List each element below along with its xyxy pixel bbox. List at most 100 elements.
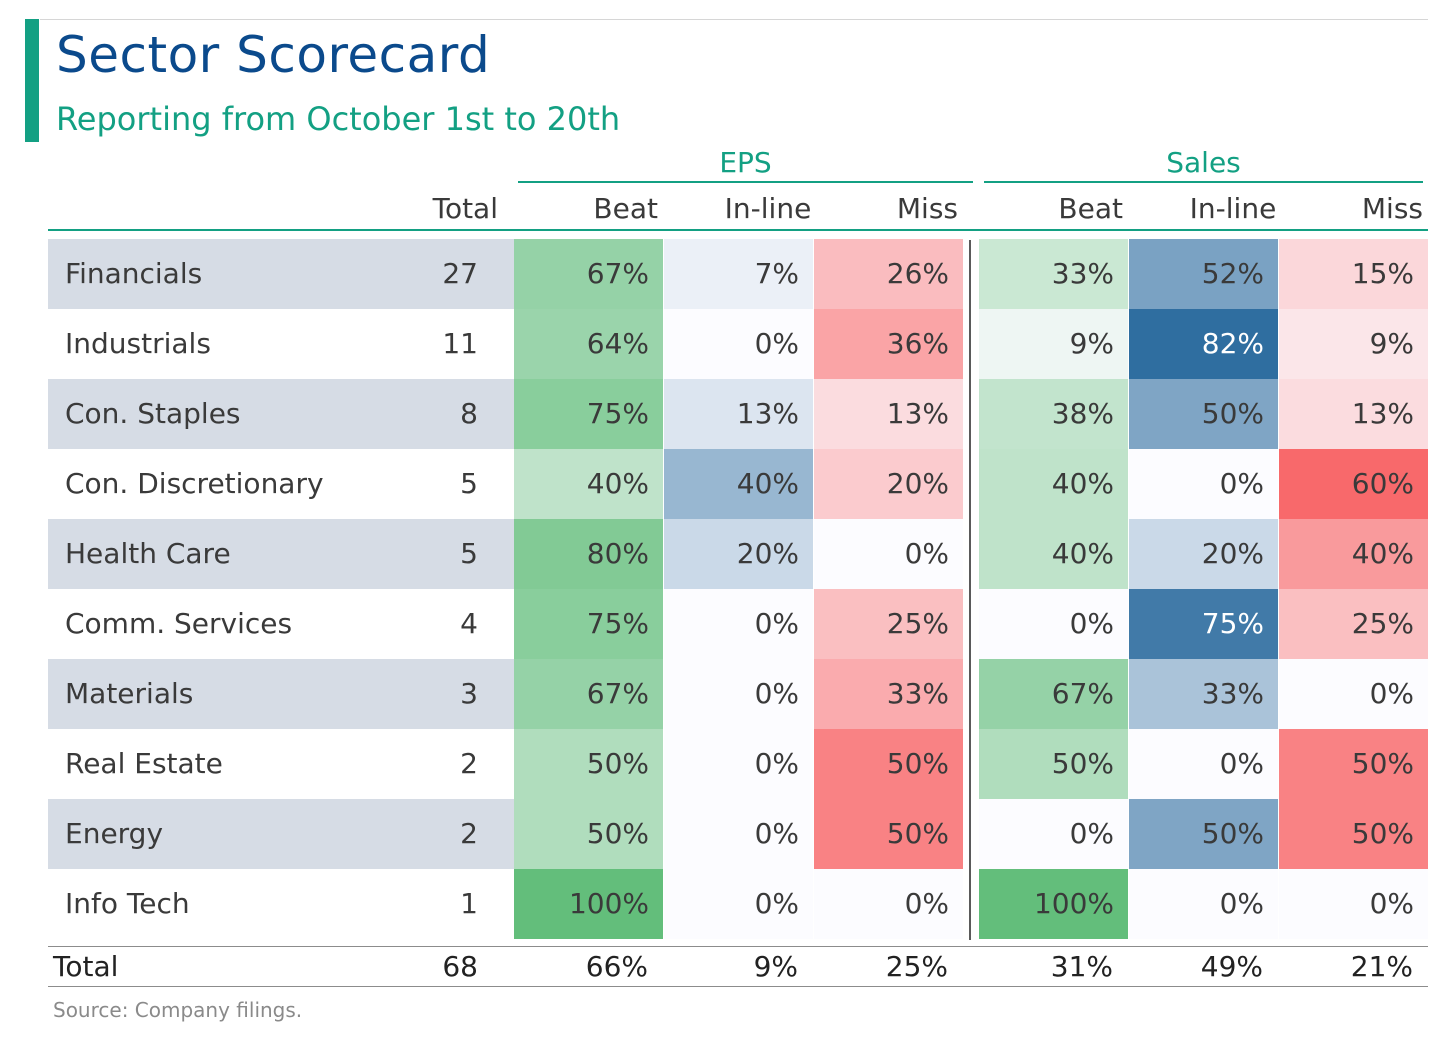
sector-label: Financials <box>65 257 203 290</box>
cell-eps-beat: 75% <box>514 379 663 449</box>
cell-eps-inline: 0% <box>664 589 813 659</box>
sector-total: 2 <box>460 747 478 780</box>
cell-sales-beat: 40% <box>979 519 1128 589</box>
cell-sales-inline: 82% <box>1129 309 1278 379</box>
cell-eps-miss: 36% <box>814 309 963 379</box>
cell-sales-inline: 0% <box>1129 449 1278 519</box>
total-row-label: Total <box>53 950 119 983</box>
page-title: Sector Scorecard <box>56 26 491 84</box>
sector-label: Info Tech <box>65 887 190 920</box>
cell-eps-beat: 67% <box>514 659 663 729</box>
cell-sales-inline: 75% <box>1129 589 1278 659</box>
sector-total: 3 <box>460 677 478 710</box>
cell-sales-beat: 0% <box>979 799 1128 869</box>
column-header-sales-miss: Miss <box>1361 192 1423 225</box>
cell-eps-beat: 50% <box>514 729 663 799</box>
total-eps-inline: 9% <box>753 950 798 983</box>
cell-sales-miss: 9% <box>1279 309 1428 379</box>
cell-eps-inline: 7% <box>664 239 813 309</box>
sector-total: 5 <box>460 467 478 500</box>
cell-eps-miss: 50% <box>814 799 963 869</box>
cell-sales-miss: 0% <box>1279 869 1428 939</box>
cell-eps-miss: 33% <box>814 659 963 729</box>
sector-label: Con. Discretionary <box>65 467 324 500</box>
cell-sales-miss: 50% <box>1279 729 1428 799</box>
cell-sales-miss: 50% <box>1279 799 1428 869</box>
cell-eps-beat: 100% <box>514 869 663 939</box>
sector-label: Con. Staples <box>65 397 241 430</box>
page-subtitle: Reporting from October 1st to 20th <box>56 100 621 138</box>
sector-total: 2 <box>460 817 478 850</box>
cell-sales-beat: 67% <box>979 659 1128 729</box>
total-rule-top <box>48 946 1428 947</box>
cell-sales-beat: 40% <box>979 449 1128 519</box>
cell-sales-miss: 15% <box>1279 239 1428 309</box>
group-divider <box>969 240 971 940</box>
cell-eps-inline: 40% <box>664 449 813 519</box>
accent-bar <box>25 19 39 142</box>
cell-sales-beat: 0% <box>979 589 1128 659</box>
cell-eps-inline: 0% <box>664 309 813 379</box>
cell-eps-miss: 26% <box>814 239 963 309</box>
cell-eps-inline: 0% <box>664 729 813 799</box>
sector-total: 8 <box>460 397 478 430</box>
cell-eps-beat: 50% <box>514 799 663 869</box>
cell-sales-inline: 50% <box>1129 799 1278 869</box>
cell-eps-inline: 0% <box>664 659 813 729</box>
header-rule <box>48 229 1428 231</box>
cell-sales-inline: 0% <box>1129 729 1278 799</box>
cell-eps-beat: 67% <box>514 239 663 309</box>
cell-sales-beat: 50% <box>979 729 1128 799</box>
cell-eps-miss: 50% <box>814 729 963 799</box>
total-sales-beat: 31% <box>1050 950 1113 983</box>
group-label-sales: Sales <box>1166 146 1241 179</box>
cell-sales-beat: 33% <box>979 239 1128 309</box>
cell-sales-miss: 0% <box>1279 659 1428 729</box>
sector-label: Comm. Services <box>65 607 293 640</box>
group-rule-eps <box>518 181 973 183</box>
cell-eps-miss: 20% <box>814 449 963 519</box>
sector-total: 4 <box>460 607 478 640</box>
sector-label: Health Care <box>65 537 231 570</box>
cell-sales-inline: 0% <box>1129 869 1278 939</box>
cell-sales-miss: 60% <box>1279 449 1428 519</box>
cell-sales-beat: 9% <box>979 309 1128 379</box>
cell-eps-beat: 64% <box>514 309 663 379</box>
sector-total: 5 <box>460 537 478 570</box>
column-header-eps-miss: Miss <box>896 192 958 225</box>
cell-eps-inline: 0% <box>664 869 813 939</box>
cell-sales-inline: 20% <box>1129 519 1278 589</box>
cell-eps-miss: 25% <box>814 589 963 659</box>
row-band <box>48 799 514 869</box>
sector-total: 1 <box>460 887 478 920</box>
cell-sales-miss: 40% <box>1279 519 1428 589</box>
cell-eps-inline: 0% <box>664 799 813 869</box>
top-rule <box>40 19 1428 20</box>
cell-eps-miss: 0% <box>814 869 963 939</box>
cell-eps-miss: 13% <box>814 379 963 449</box>
cell-sales-beat: 100% <box>979 869 1128 939</box>
cell-sales-miss: 13% <box>1279 379 1428 449</box>
sector-total: 27 <box>442 257 478 290</box>
sector-label: Materials <box>65 677 194 710</box>
total-eps-miss: 25% <box>885 950 948 983</box>
cell-eps-inline: 13% <box>664 379 813 449</box>
cell-sales-miss: 25% <box>1279 589 1428 659</box>
total-sales-miss: 21% <box>1350 950 1413 983</box>
source-note: Source: Company filings. <box>53 998 303 1022</box>
cell-eps-beat: 75% <box>514 589 663 659</box>
column-header-total: Total <box>432 192 498 225</box>
row-band <box>48 379 514 449</box>
column-header-sales-beat: Beat <box>1058 192 1123 225</box>
cell-sales-inline: 33% <box>1129 659 1278 729</box>
total-rule-bottom <box>48 986 1428 987</box>
sector-label: Real Estate <box>65 747 223 780</box>
group-label-eps: EPS <box>719 146 772 179</box>
cell-eps-inline: 20% <box>664 519 813 589</box>
sector-label: Energy <box>65 817 164 850</box>
cell-eps-beat: 80% <box>514 519 663 589</box>
cell-sales-inline: 52% <box>1129 239 1278 309</box>
total-row-count: 68 <box>442 950 478 983</box>
total-eps-beat: 66% <box>585 950 648 983</box>
